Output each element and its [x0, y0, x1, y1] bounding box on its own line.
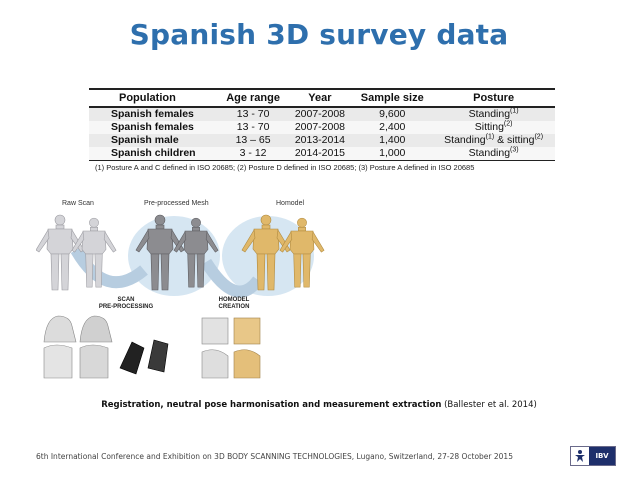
logo-text: IBV: [589, 447, 615, 465]
table-row: Spanish females 13 - 70 2007-2008 2,400 …: [89, 121, 555, 134]
cell-posture: Standing(3): [468, 146, 519, 160]
label-homodel: Homodel: [276, 200, 305, 207]
cell-age: 13 - 70: [236, 121, 270, 133]
detail-thumbnails: [43, 315, 261, 379]
header-sample-size: Sample size: [360, 92, 424, 104]
arrow-curve: [200, 258, 263, 298]
header-population: Population: [119, 92, 176, 104]
processing-figure: Raw Scan Pre-processed Mesh Homodel: [36, 192, 336, 384]
arrow-curve: [70, 246, 148, 289]
cell-population: Spanish male: [111, 134, 179, 146]
cell-posture: Sitting(2): [474, 120, 513, 134]
cell-year: 2007-2008: [294, 108, 346, 120]
cell-age: 3 - 12: [239, 147, 267, 159]
survey-table: Population Age range Year Sample size Po…: [89, 88, 555, 172]
table-row: Spanish children 3 - 12 2014-2015 1,000 …: [89, 147, 555, 161]
cell-year: 2013-2014: [294, 134, 346, 146]
slide-title: Spanish 3D survey data: [129, 18, 509, 51]
cell-age: 13 – 65: [235, 134, 271, 146]
figure-graphic: [36, 214, 325, 379]
label-raw-scan: Raw Scan: [62, 200, 94, 207]
cell-year: 2007-2008: [294, 121, 346, 133]
header-age-range: Age range: [226, 92, 280, 104]
cell-population: Spanish females: [111, 121, 194, 133]
table-header-row: Population Age range Year Sample size Po…: [89, 89, 555, 107]
table-row: Spanish females 13 - 70 2007-2008 9,600 …: [89, 107, 555, 121]
footer-text: 6th International Conference and Exhibit…: [36, 452, 513, 461]
header-posture: Posture: [473, 92, 515, 104]
cell-age: 13 - 70: [236, 108, 270, 120]
figure-icon: [571, 447, 589, 465]
arrow-shape: [128, 216, 220, 296]
cell-population: Spanish females: [111, 108, 194, 120]
cell-year: 2014-2015: [294, 147, 346, 159]
scan-preprocessing-label: SCAN PRE-PROCESSING: [98, 297, 154, 310]
cell-sample: 1,400: [379, 134, 406, 146]
cell-population: Spanish children: [111, 147, 196, 159]
ibv-logo: IBV: [570, 446, 616, 466]
cell-sample: 9,600: [379, 108, 406, 120]
homodel-creation-label: HOMODEL CREATION: [218, 297, 250, 310]
cell-posture: Standing(1) & sitting(2): [444, 133, 544, 147]
cell-sample: 1,000: [379, 147, 406, 159]
label-preprocessed-mesh: Pre-processed Mesh: [144, 200, 209, 207]
figure-caption: Registration, neutral pose harmonisation…: [101, 400, 537, 410]
cell-posture: Standing(1): [468, 107, 519, 121]
table-row: Spanish male 13 – 65 2013-2014 1,400 Sta…: [89, 134, 555, 147]
table-footnote: (1) Posture A and C defined in ISO 20685…: [95, 163, 475, 172]
header-year: Year: [308, 92, 332, 104]
cell-sample: 2,400: [379, 121, 406, 133]
